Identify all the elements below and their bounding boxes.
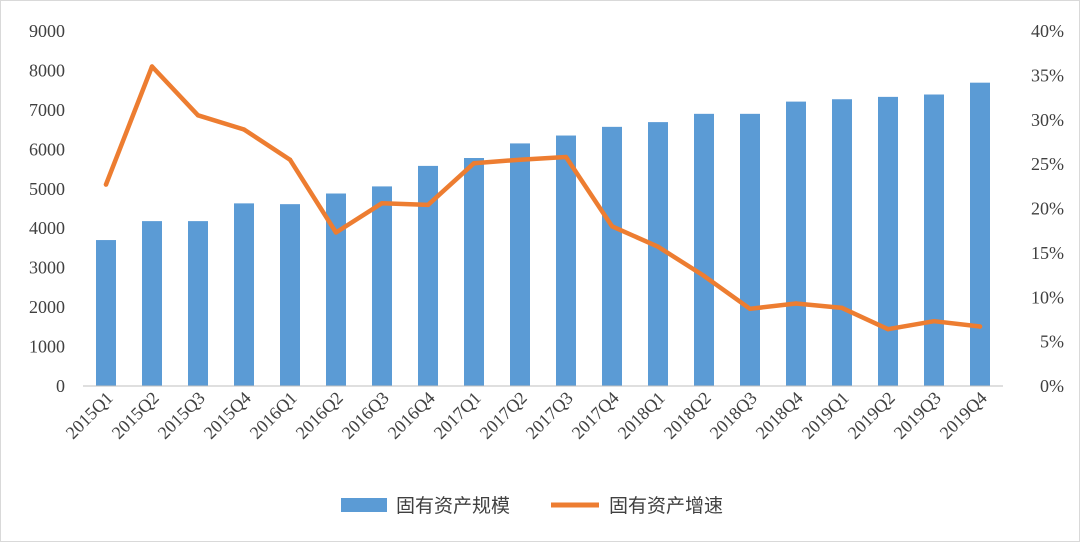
y2-tick-label: 30%	[1031, 110, 1064, 130]
line-point	[931, 319, 937, 324]
y-tick-label: 2000	[29, 297, 65, 317]
bar	[510, 143, 530, 386]
bar	[280, 204, 300, 386]
bar	[326, 193, 346, 386]
legend: 固有资产规模 固有资产增速	[341, 495, 723, 517]
line-point	[241, 127, 247, 132]
line-point	[379, 200, 385, 206]
legend-label-line: 固有资产增速	[609, 495, 723, 517]
line-point	[195, 113, 201, 118]
x-tick-label: 2015Q3	[154, 388, 209, 443]
bar	[878, 96, 898, 386]
bar	[970, 82, 990, 386]
y2-tick-label: 5%	[1040, 332, 1064, 352]
x-tick-label: 2018Q3	[706, 388, 761, 443]
x-tick-label: 2016Q3	[338, 388, 393, 443]
y-tick-label: 7000	[29, 100, 65, 120]
line-point	[747, 306, 753, 311]
bar	[372, 186, 392, 386]
y2-tick-label: 10%	[1031, 287, 1064, 307]
x-tick-label: 2016Q1	[246, 388, 301, 443]
x-tick-label: 2016Q4	[384, 388, 439, 443]
bar	[556, 135, 576, 386]
line-point	[701, 273, 707, 279]
line-series	[103, 64, 983, 332]
y-tick-label: 1000	[29, 337, 65, 357]
line-point	[885, 327, 891, 332]
bar	[234, 203, 254, 386]
line-point	[333, 230, 339, 235]
line-point	[287, 157, 293, 162]
line-point	[103, 182, 109, 187]
x-tick-label: 2017Q3	[522, 388, 577, 443]
x-tick-label: 2015Q1	[62, 388, 117, 443]
bar	[832, 99, 852, 386]
y2-tick-label: 35%	[1031, 65, 1064, 85]
x-tick-label: 2019Q4	[936, 388, 991, 443]
bar	[418, 165, 438, 386]
line-point	[471, 161, 477, 166]
x-tick-label: 2018Q1	[614, 388, 669, 443]
bar	[648, 122, 668, 386]
x-tick-label: 2016Q2	[292, 388, 347, 443]
y2-tick-label: 25%	[1031, 154, 1064, 174]
legend-label-bar: 固有资产规模	[396, 495, 510, 517]
x-tick-label: 2017Q4	[568, 388, 623, 443]
x-tick-label: 2017Q1	[430, 388, 485, 443]
y-tick-label: 4000	[29, 218, 65, 238]
bar	[694, 113, 714, 386]
y2-tick-label: 15%	[1031, 243, 1064, 263]
bar	[786, 101, 806, 386]
y-tick-label: 9000	[29, 21, 65, 41]
bar-series	[96, 82, 990, 386]
line-point	[425, 202, 431, 208]
bar	[464, 158, 484, 386]
line-point	[609, 224, 615, 229]
x-tick-label: 2019Q1	[798, 388, 853, 443]
line-point	[563, 154, 569, 160]
left-y-axis: 0 1000 2000 3000 4000 5000 6000 7000 8000 9000	[29, 21, 65, 396]
bar	[96, 240, 116, 386]
bar	[924, 94, 944, 386]
y2-tick-label: 0%	[1040, 376, 1064, 396]
bar	[188, 221, 208, 386]
bar	[142, 221, 162, 386]
line-point	[977, 324, 983, 329]
y-tick-label: 5000	[29, 179, 65, 199]
line-path	[103, 64, 983, 332]
x-tick-label: 2018Q2	[660, 388, 715, 443]
x-tick-label: 2015Q4	[200, 388, 255, 443]
line-point	[839, 305, 845, 311]
y-tick-label: 3000	[29, 258, 65, 278]
line-point	[517, 157, 523, 162]
x-tick-label: 2019Q3	[890, 388, 945, 443]
x-tick-label: 2019Q2	[844, 388, 899, 443]
legend-swatch-bar	[341, 498, 387, 512]
line-point	[149, 64, 155, 69]
y-tick-label: 8000	[29, 60, 65, 80]
bar	[602, 126, 622, 386]
y-tick-label: 0	[56, 376, 65, 396]
x-axis-labels: 2015Q12015Q22015Q32015Q42016Q12016Q22016…	[62, 388, 991, 443]
y2-tick-label: 20%	[1031, 199, 1064, 219]
y-tick-label: 6000	[29, 139, 65, 159]
right-y-axis: 0% 5% 10% 15% 20% 25% 30% 35% 40%	[1031, 21, 1064, 396]
line-point	[793, 301, 799, 306]
x-tick-label: 2018Q4	[752, 388, 807, 443]
x-tick-label: 2015Q2	[108, 388, 163, 443]
y2-tick-label: 40%	[1031, 21, 1064, 41]
line-point	[655, 244, 661, 249]
bar	[740, 113, 760, 386]
x-tick-label: 2017Q2	[476, 388, 531, 443]
